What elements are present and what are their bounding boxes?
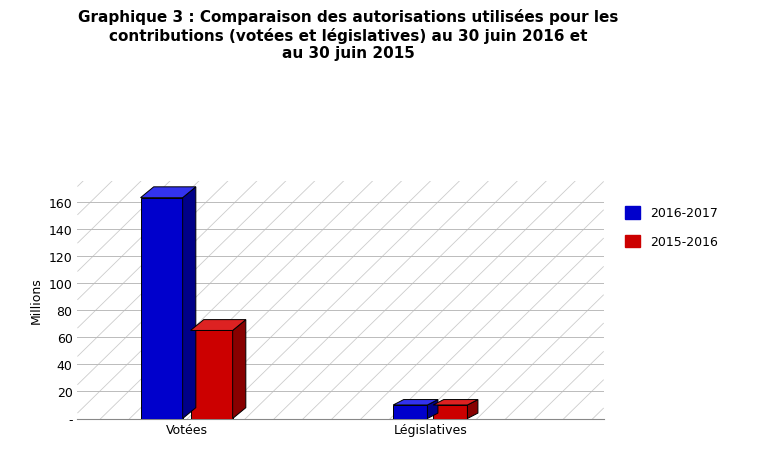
Polygon shape [427, 399, 438, 419]
Polygon shape [433, 399, 478, 405]
Polygon shape [183, 187, 196, 419]
Legend: 2016-2017, 2015-2016: 2016-2017, 2015-2016 [625, 207, 718, 248]
Text: Graphique 3 : Comparaison des autorisations utilisées pour les
contributions (vo: Graphique 3 : Comparaison des autorisati… [78, 9, 618, 61]
Polygon shape [433, 405, 467, 419]
Polygon shape [467, 399, 478, 419]
Polygon shape [190, 320, 246, 331]
Y-axis label: Millions: Millions [30, 277, 43, 324]
Polygon shape [393, 405, 427, 419]
Polygon shape [141, 198, 183, 419]
Polygon shape [190, 331, 233, 419]
Polygon shape [141, 187, 196, 198]
Polygon shape [393, 399, 438, 405]
Polygon shape [233, 320, 246, 419]
